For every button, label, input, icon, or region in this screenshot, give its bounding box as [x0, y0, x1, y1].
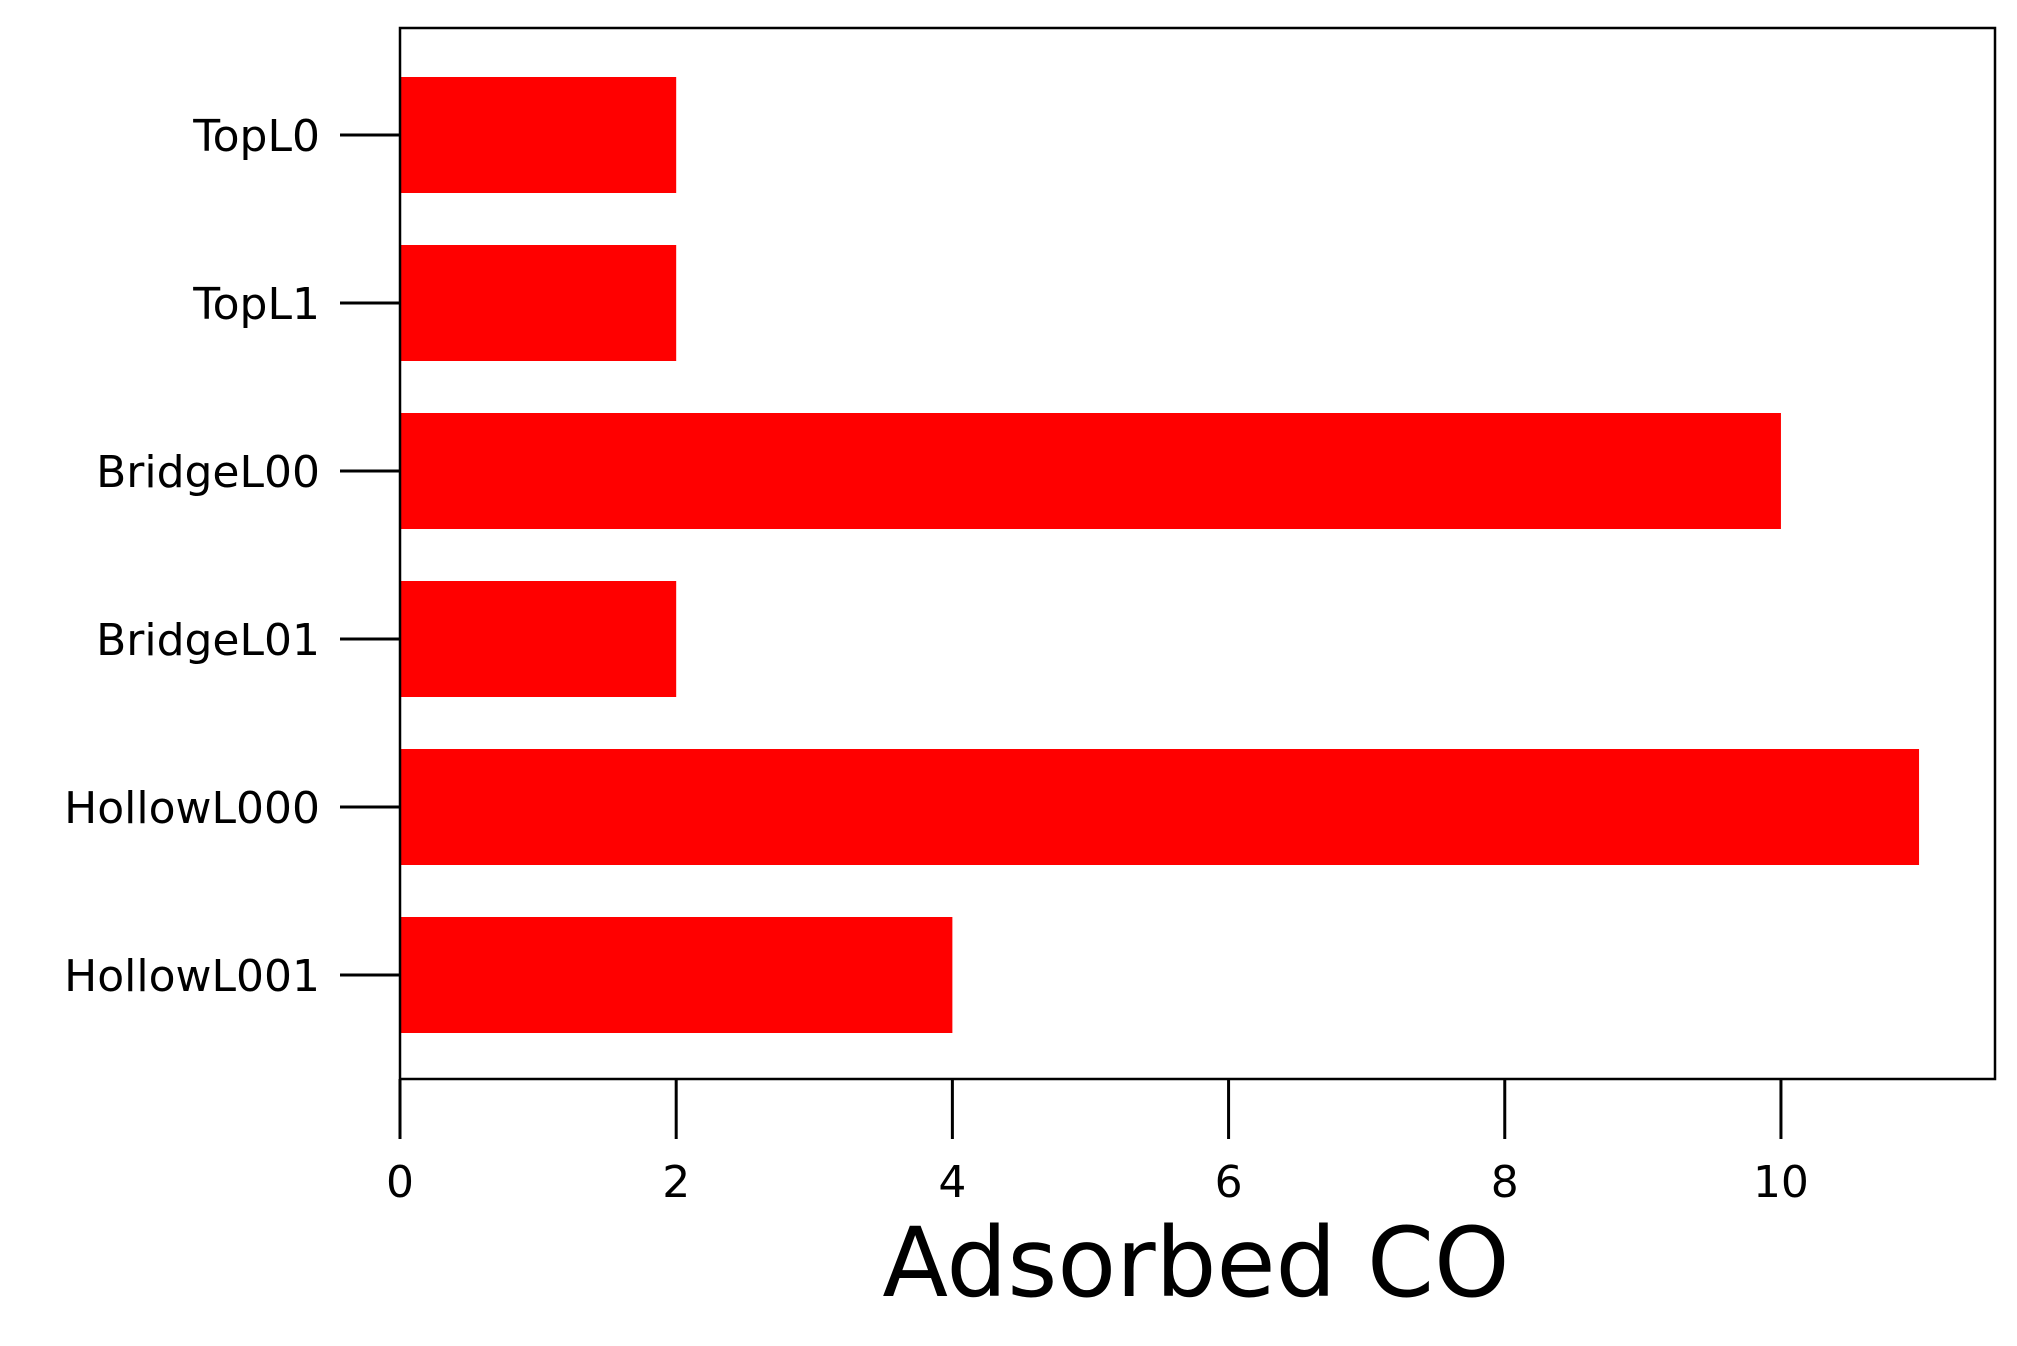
bar-BridgeL00: [400, 413, 1781, 529]
bar-TopL1: [400, 245, 677, 361]
y-tick-label-TopL1: TopL1: [192, 279, 320, 330]
bars-layer: [400, 77, 1920, 1033]
x-tick-label-0: 0: [386, 1157, 414, 1208]
x-tick-label-4: 4: [938, 1157, 966, 1208]
y-tick-label-HollowL001: HollowL001: [64, 951, 320, 1002]
x-axis-title: Adsorbed CO: [882, 1207, 1509, 1319]
x-tick-label-6: 6: [1215, 1157, 1243, 1208]
y-tick-label-HollowL000: HollowL000: [64, 783, 320, 834]
y-axis: TopL0 TopL1 BridgeL00 BridgeL01 HollowL000 Ho…: [64, 111, 400, 1002]
x-tick-label-8: 8: [1491, 1157, 1519, 1208]
y-tick-label-BridgeL00: BridgeL00: [96, 447, 320, 498]
x-tick-label-2: 2: [662, 1157, 690, 1208]
x-axis: 0 2 4 6 8 10: [386, 1079, 1809, 1208]
x-tick-label-10: 10: [1753, 1157, 1809, 1208]
y-tick-label-BridgeL01: BridgeL01: [96, 615, 320, 666]
bar-BridgeL01: [400, 581, 677, 697]
bar-TopL0: [400, 77, 677, 193]
y-tick-label-TopL0: TopL0: [192, 111, 320, 162]
bar-HollowL000: [400, 749, 1920, 865]
plot-frame: [398, 26, 1997, 1081]
bar-HollowL001: [400, 917, 953, 1033]
